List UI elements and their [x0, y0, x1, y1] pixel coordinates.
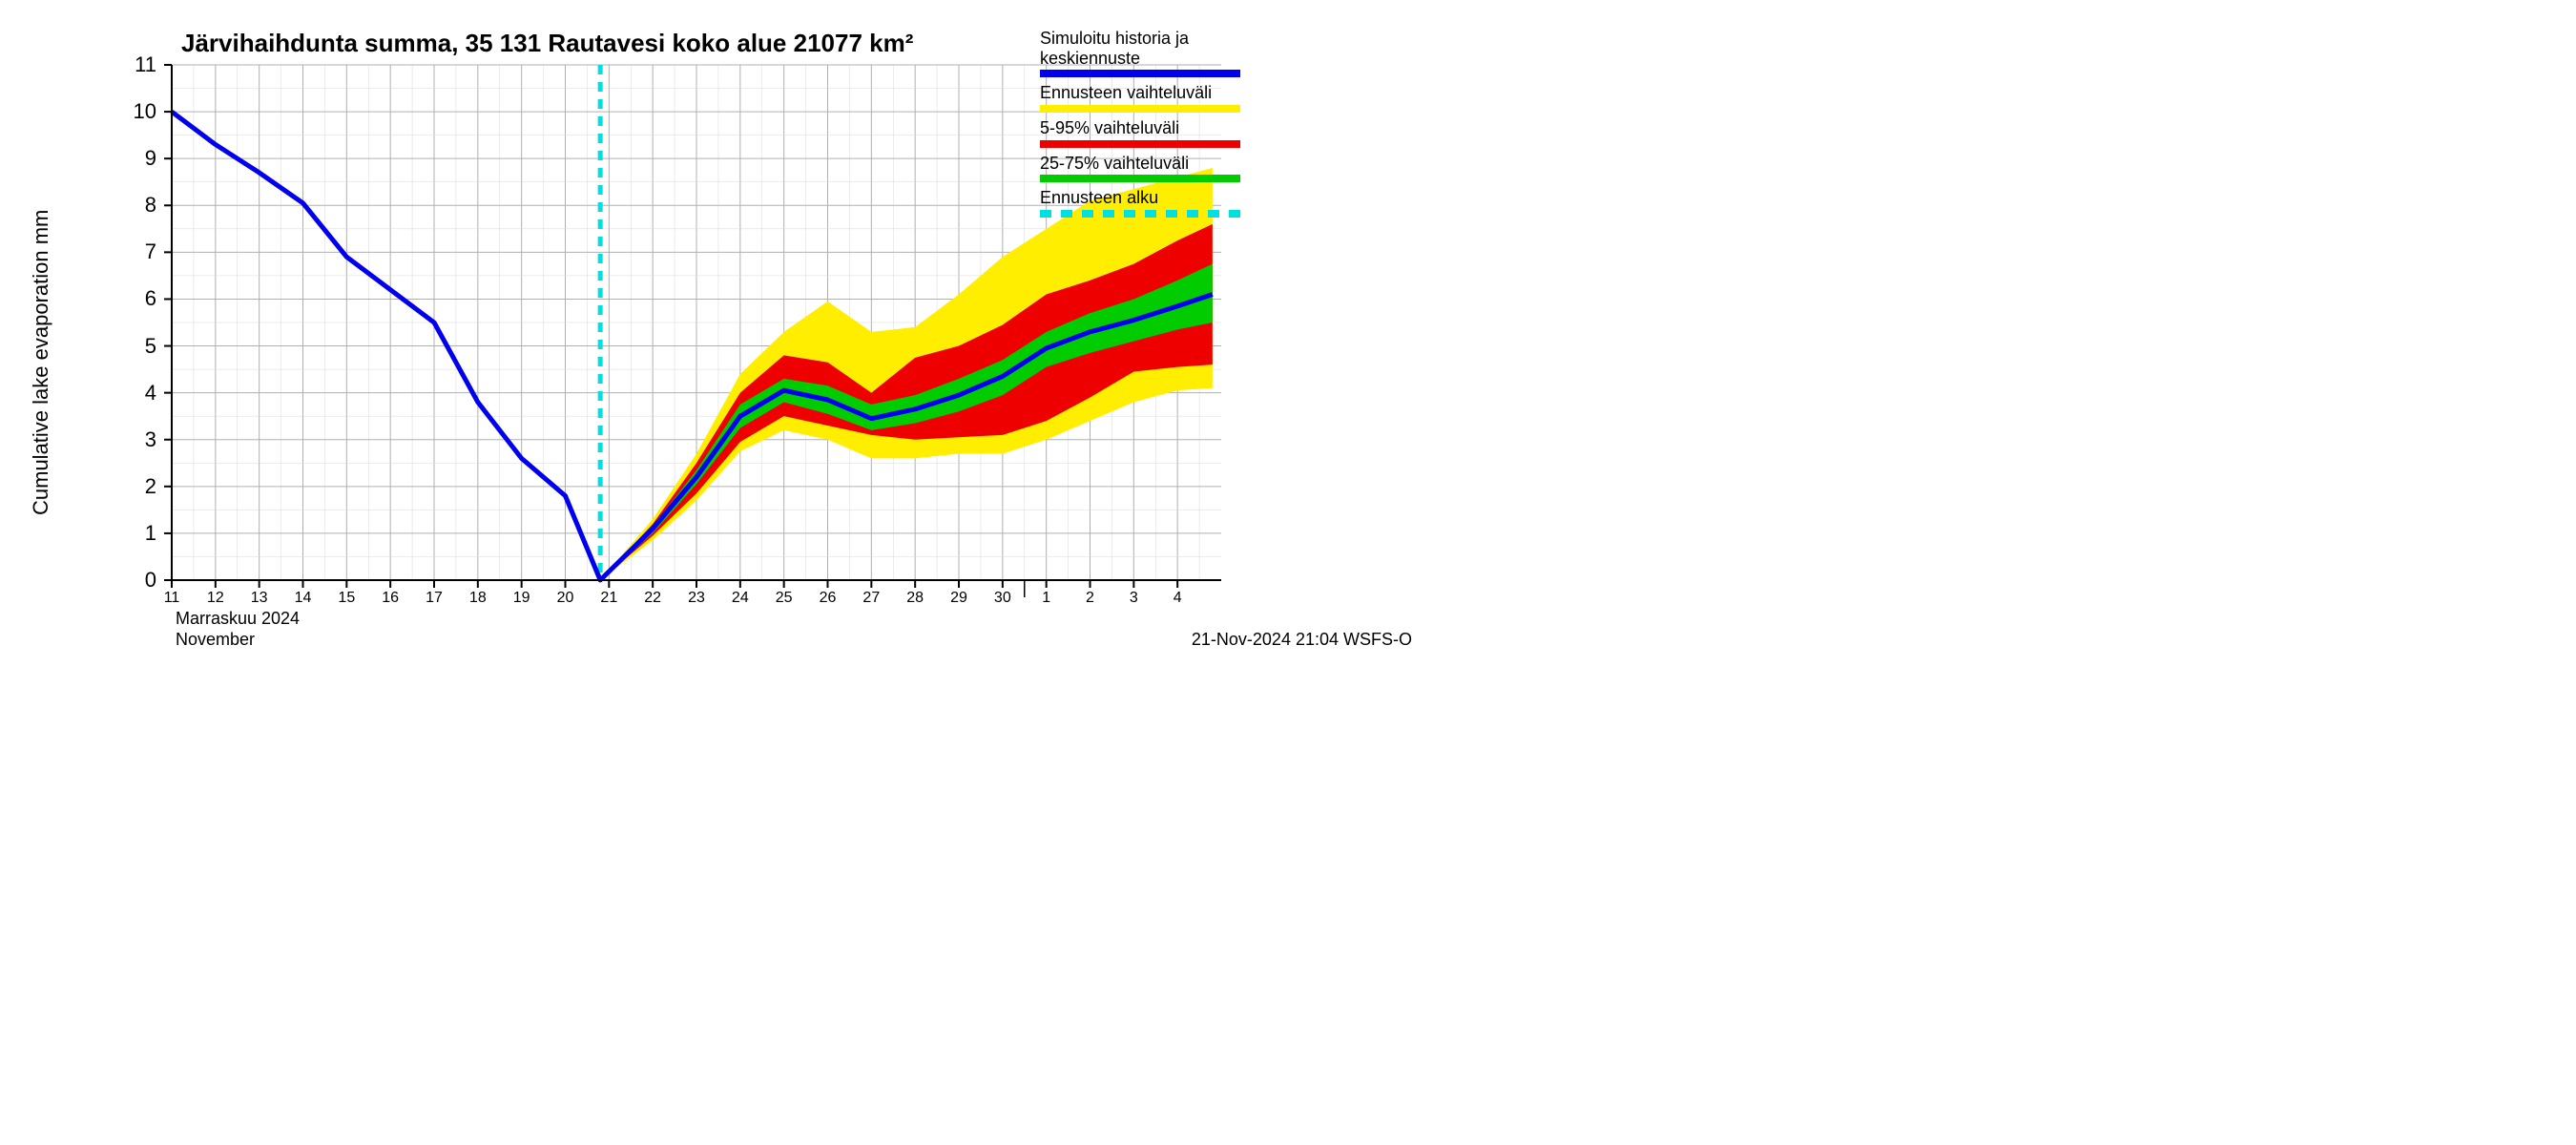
legend-text: Ennusteen alku [1040, 188, 1240, 208]
y-tick: 10 [118, 99, 156, 124]
x-tick: 14 [295, 590, 312, 607]
legend-swatch [1040, 210, 1240, 218]
x-tick: 17 [426, 590, 443, 607]
month-label-fi: Marraskuu 2024 [176, 609, 300, 629]
legend-swatch [1040, 105, 1240, 113]
legend-text: 25-75% vaihteluväli [1040, 154, 1240, 174]
y-tick: 4 [118, 381, 156, 406]
y-tick: 5 [118, 334, 156, 359]
x-tick: 22 [644, 590, 661, 607]
legend-text: Simuloitu historia ja keskiennuste [1040, 29, 1240, 68]
x-tick: 27 [862, 590, 880, 607]
y-tick: 2 [118, 474, 156, 499]
x-tick: 24 [732, 590, 749, 607]
legend-swatch [1040, 70, 1240, 77]
legend-item: Ennusteen alku [1040, 188, 1240, 218]
y-tick: 6 [118, 286, 156, 311]
legend-item: 25-75% vaihteluväli [1040, 154, 1240, 183]
legend: Simuloitu historia ja keskiennuste Ennust… [1040, 29, 1240, 223]
x-tick: 23 [688, 590, 705, 607]
x-tick: 20 [557, 590, 574, 607]
legend-swatch [1040, 140, 1240, 148]
x-tick: 29 [950, 590, 967, 607]
y-tick: 0 [118, 568, 156, 593]
y-tick: 7 [118, 239, 156, 264]
x-tick: 30 [994, 590, 1011, 607]
month-label-en: November [176, 630, 255, 650]
y-tick: 11 [118, 52, 156, 77]
x-tick: 19 [513, 590, 530, 607]
y-tick: 3 [118, 427, 156, 452]
y-tick: 9 [118, 146, 156, 171]
legend-text: 5-95% vaihteluväli [1040, 118, 1240, 138]
chart-container: Järvihaihdunta summa, 35 131 Rautavesi k… [0, 0, 1431, 668]
legend-swatch [1040, 175, 1240, 182]
y-tick: 1 [118, 521, 156, 546]
x-tick: 1 [1042, 590, 1050, 607]
x-tick: 11 [164, 590, 180, 607]
x-tick: 21 [600, 590, 617, 607]
x-tick: 25 [776, 590, 793, 607]
y-tick: 8 [118, 193, 156, 218]
x-tick: 4 [1174, 590, 1182, 607]
legend-item: Ennusteen vaihteluväli [1040, 83, 1240, 113]
x-tick: 3 [1130, 590, 1138, 607]
x-tick: 16 [382, 590, 399, 607]
footer-timestamp: 21-Nov-2024 21:04 WSFS-O [1107, 630, 1412, 650]
x-tick: 2 [1086, 590, 1094, 607]
x-tick: 13 [251, 590, 268, 607]
legend-text: Ennusteen vaihteluväli [1040, 83, 1240, 103]
legend-item: Simuloitu historia ja keskiennuste [1040, 29, 1240, 77]
x-tick: 28 [906, 590, 924, 607]
legend-item: 5-95% vaihteluväli [1040, 118, 1240, 148]
x-tick: 26 [820, 590, 837, 607]
x-tick: 15 [338, 590, 355, 607]
x-tick: 18 [469, 590, 487, 607]
x-tick: 12 [207, 590, 224, 607]
